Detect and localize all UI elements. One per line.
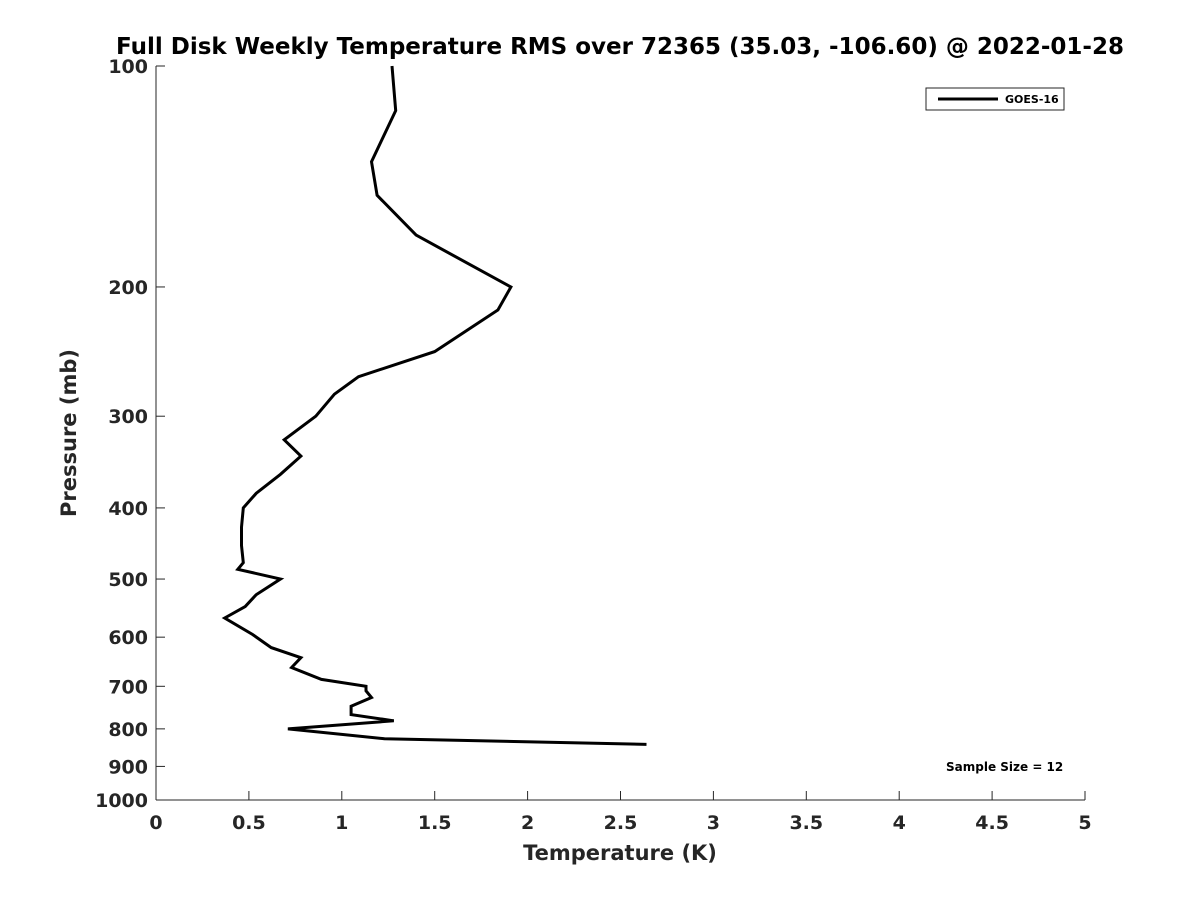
x-tick-label: 3.5 (789, 812, 823, 834)
x-tick-label: 4.5 (975, 812, 1009, 834)
sample-size-annotation: Sample Size = 12 (946, 760, 1063, 774)
y-axis-label: Pressure (mb) (57, 349, 81, 517)
y-tick-label: 100 (108, 56, 148, 78)
x-tick-label: 5 (1078, 812, 1091, 834)
y-tick-label: 200 (108, 277, 148, 299)
series-lines (221, 65, 647, 746)
y-tick-label: 500 (108, 569, 148, 591)
y-tick-label: 700 (108, 676, 148, 698)
x-tick-label: 2.5 (604, 812, 638, 834)
x-tick-label: 0 (149, 812, 162, 834)
y-tick-label: 600 (108, 627, 148, 649)
y-tick-label: 300 (108, 406, 148, 428)
y-tick-label: 800 (108, 719, 148, 741)
x-tick-label: 1 (335, 812, 348, 834)
x-tick-label: 3 (707, 812, 720, 834)
y-tick-label: 1000 (95, 790, 148, 812)
series-line-goes-16 (221, 65, 647, 746)
tick-marks: 0 0.5 1 1.5 2 2.5 3 3.5 4 4.5 5 100 200 300 400 500 600 7… (95, 56, 1092, 834)
x-tick-label: 4 (893, 812, 906, 834)
x-tick-label: 1.5 (418, 812, 452, 834)
legend: GOES-16 (925, 87, 1065, 111)
legend-entry-label: GOES-16 (1005, 93, 1059, 106)
x-tick-label: 2 (521, 812, 534, 834)
chart-title: Full Disk Weekly Temperature RMS over 72… (116, 34, 1124, 60)
x-axis-label: Temperature (K) (523, 841, 717, 865)
y-tick-label: 900 (108, 756, 148, 778)
y-tick-label: 400 (108, 498, 148, 520)
x-tick-label: 0.5 (232, 812, 266, 834)
